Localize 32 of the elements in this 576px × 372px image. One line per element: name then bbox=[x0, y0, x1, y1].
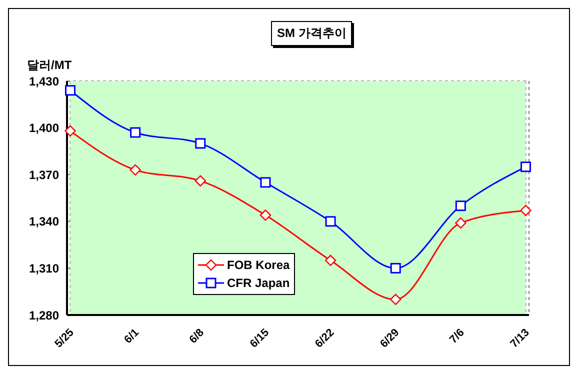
point bbox=[455, 217, 466, 229]
point bbox=[390, 294, 402, 305]
point bbox=[324, 254, 336, 266]
point bbox=[520, 162, 531, 172]
chart-title: SM 가격추이 bbox=[271, 21, 352, 46]
x-tick-label: 6/1 bbox=[122, 326, 142, 346]
point bbox=[130, 127, 141, 138]
x-tick-label: 7/6 bbox=[447, 326, 467, 346]
y-tick-label: 1,340 bbox=[28, 214, 60, 229]
point bbox=[455, 200, 466, 212]
point bbox=[194, 175, 206, 186]
point bbox=[325, 216, 336, 227]
x-tick-label: 7/13 bbox=[508, 326, 532, 350]
point bbox=[195, 138, 206, 149]
legend-label: CFR Japan bbox=[227, 276, 290, 290]
x-tick-label: 6/29 bbox=[378, 326, 402, 350]
point bbox=[390, 262, 401, 274]
y-tick-label: 1,370 bbox=[28, 168, 60, 182]
x-tick-label: 6/22 bbox=[313, 326, 337, 350]
legend-label: FOB Korea bbox=[227, 258, 290, 272]
point bbox=[130, 164, 141, 176]
point bbox=[520, 204, 532, 216]
y-tick-label: 1,280 bbox=[28, 308, 60, 322]
point bbox=[64, 125, 76, 137]
y-tick-label: 1,430 bbox=[28, 74, 60, 88]
point bbox=[65, 85, 76, 96]
y-tick-label: 1,310 bbox=[28, 261, 60, 276]
x-tick-label: 6/8 bbox=[187, 326, 207, 346]
y-axis-title: 달러/MT bbox=[27, 57, 72, 74]
point bbox=[260, 210, 272, 221]
y-tick-label: 1,400 bbox=[28, 121, 60, 136]
point bbox=[260, 177, 271, 188]
